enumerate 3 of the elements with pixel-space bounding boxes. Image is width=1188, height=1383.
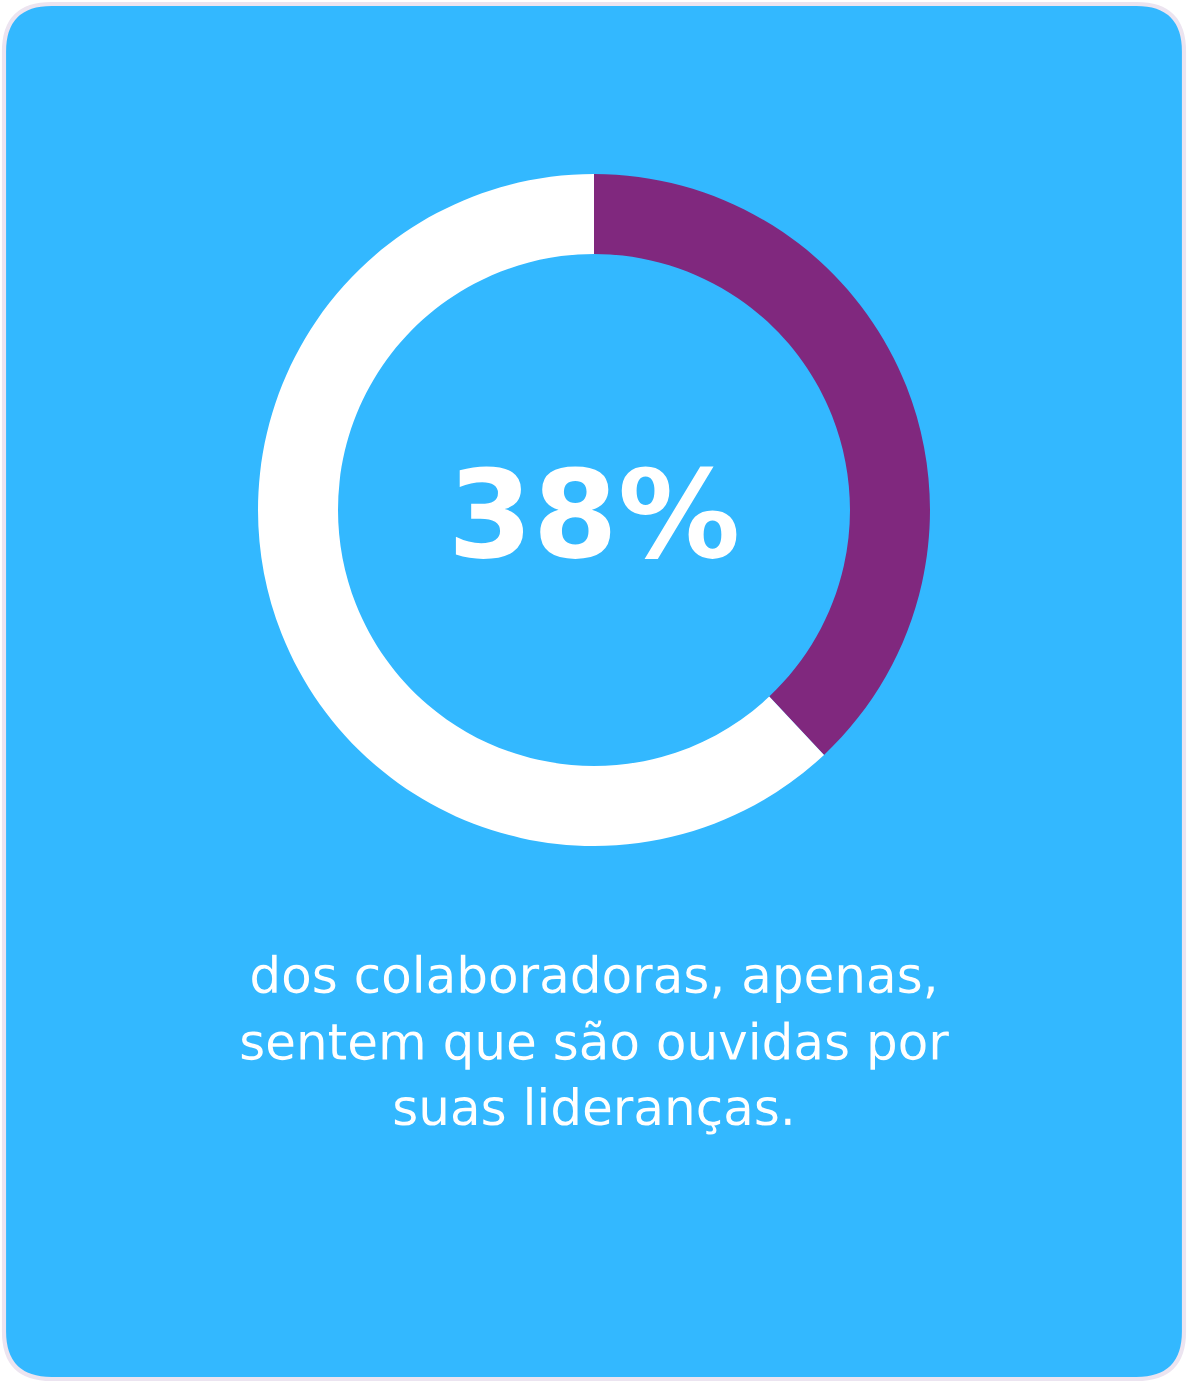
data-label: 38% — [455, 466, 737, 559]
donut-slice — [258, 174, 825, 846]
text: dos colaboradoras, apenas, sentem que são ouvidas por suas lideranças. — [241, 954, 949, 1135]
